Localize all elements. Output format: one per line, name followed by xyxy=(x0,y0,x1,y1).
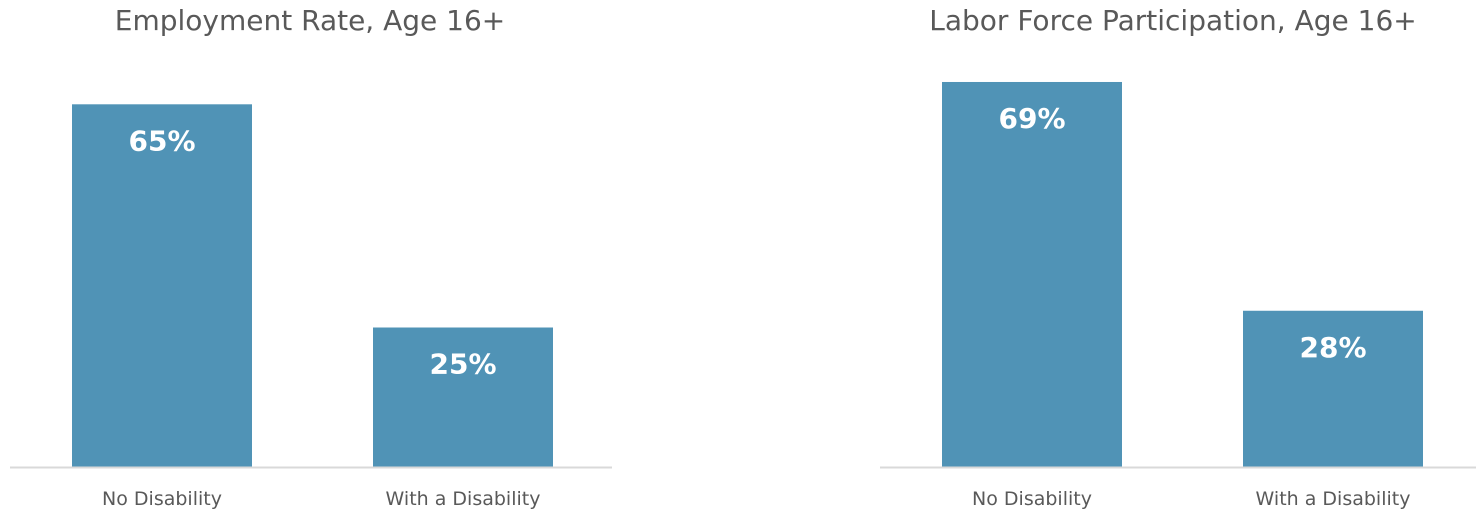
data-label: 65% xyxy=(128,124,195,157)
x-tick-label: With a Disability xyxy=(1256,488,1411,510)
labor-force-participation-plot: 69% No Disability 28% With a Disability xyxy=(880,81,1476,510)
x-tick-label: No Disability xyxy=(102,488,222,510)
bar-with-a-disability xyxy=(1243,310,1423,467)
bar-no-disability xyxy=(72,104,252,468)
data-label: 28% xyxy=(1299,331,1366,364)
data-label: 25% xyxy=(429,348,496,381)
labor-force-participation-chart: Labor Force Participation, Age 16+ 69% No… xyxy=(870,0,1476,511)
chart-title: Labor Force Participation, Age 16+ xyxy=(929,4,1417,37)
bar-with-a-disability xyxy=(373,327,553,467)
chart-title: Employment Rate, Age 16+ xyxy=(114,4,506,37)
x-tick-label: With a Disability xyxy=(386,488,541,510)
employment-rate-chart: Employment Rate, Age 16+ 65% No Disabilit… xyxy=(0,0,620,511)
bar-no-disability xyxy=(942,81,1122,467)
data-label: 69% xyxy=(998,102,1065,135)
employment-rate-plot: 65% No Disability 25% With a Disability xyxy=(10,104,612,510)
x-tick-label: No Disability xyxy=(972,488,1092,510)
